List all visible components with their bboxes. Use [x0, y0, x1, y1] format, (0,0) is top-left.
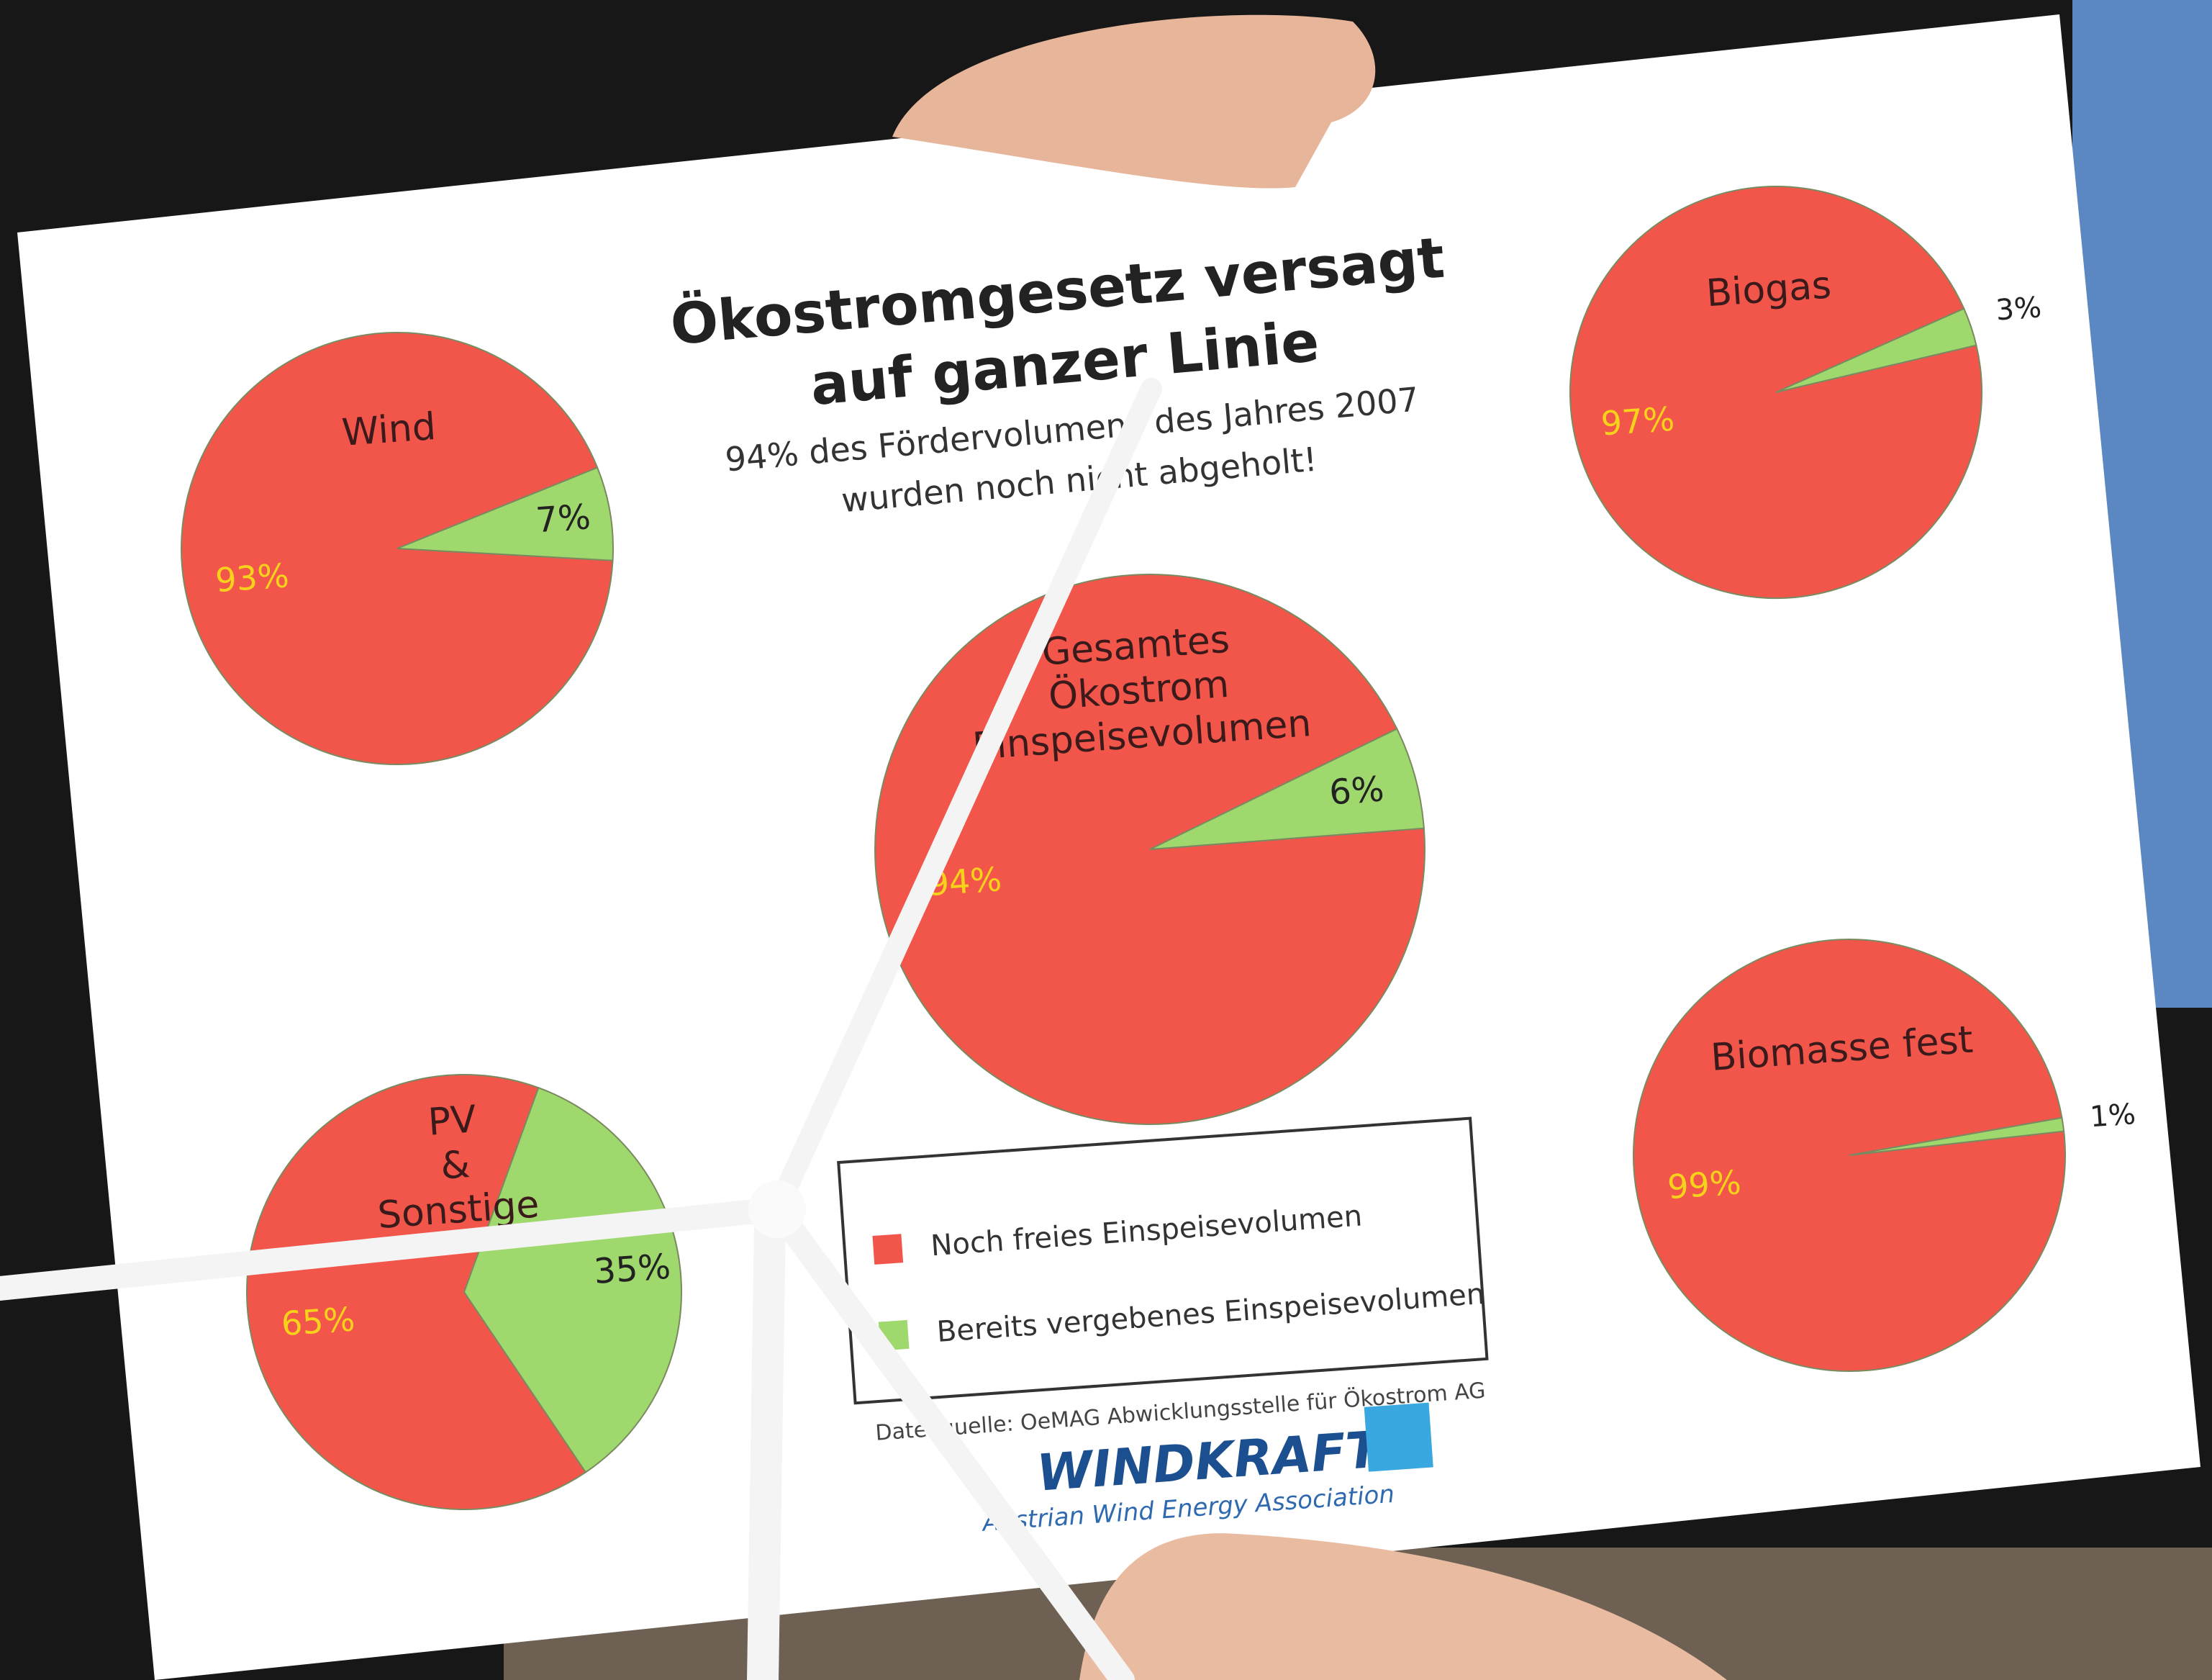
value-label: 97% [1600, 399, 1676, 443]
turbine-hub [748, 1180, 806, 1238]
legend-swatch [872, 1234, 903, 1265]
value-label: 7% [535, 497, 592, 541]
value-label: 99% [1666, 1162, 1742, 1206]
value-label: 65% [280, 1299, 356, 1343]
value-label: 93% [214, 556, 290, 600]
value-label: 1% [2089, 1098, 2137, 1134]
photo: Biomasse fest99%1%PV&Sonstige65%35%Gesam… [0, 0, 2212, 1680]
pie-title: Biogas [1705, 263, 1833, 315]
pie-title: PV [427, 1098, 478, 1144]
value-label: 3% [1995, 291, 2043, 327]
value-label: 35% [592, 1247, 671, 1292]
logo-icon [1364, 1403, 1433, 1472]
turbine-tower [763, 1224, 770, 1680]
pie-title: & [439, 1143, 471, 1188]
value-label: 6% [1328, 769, 1385, 813]
pie-title: Wind [340, 405, 438, 455]
